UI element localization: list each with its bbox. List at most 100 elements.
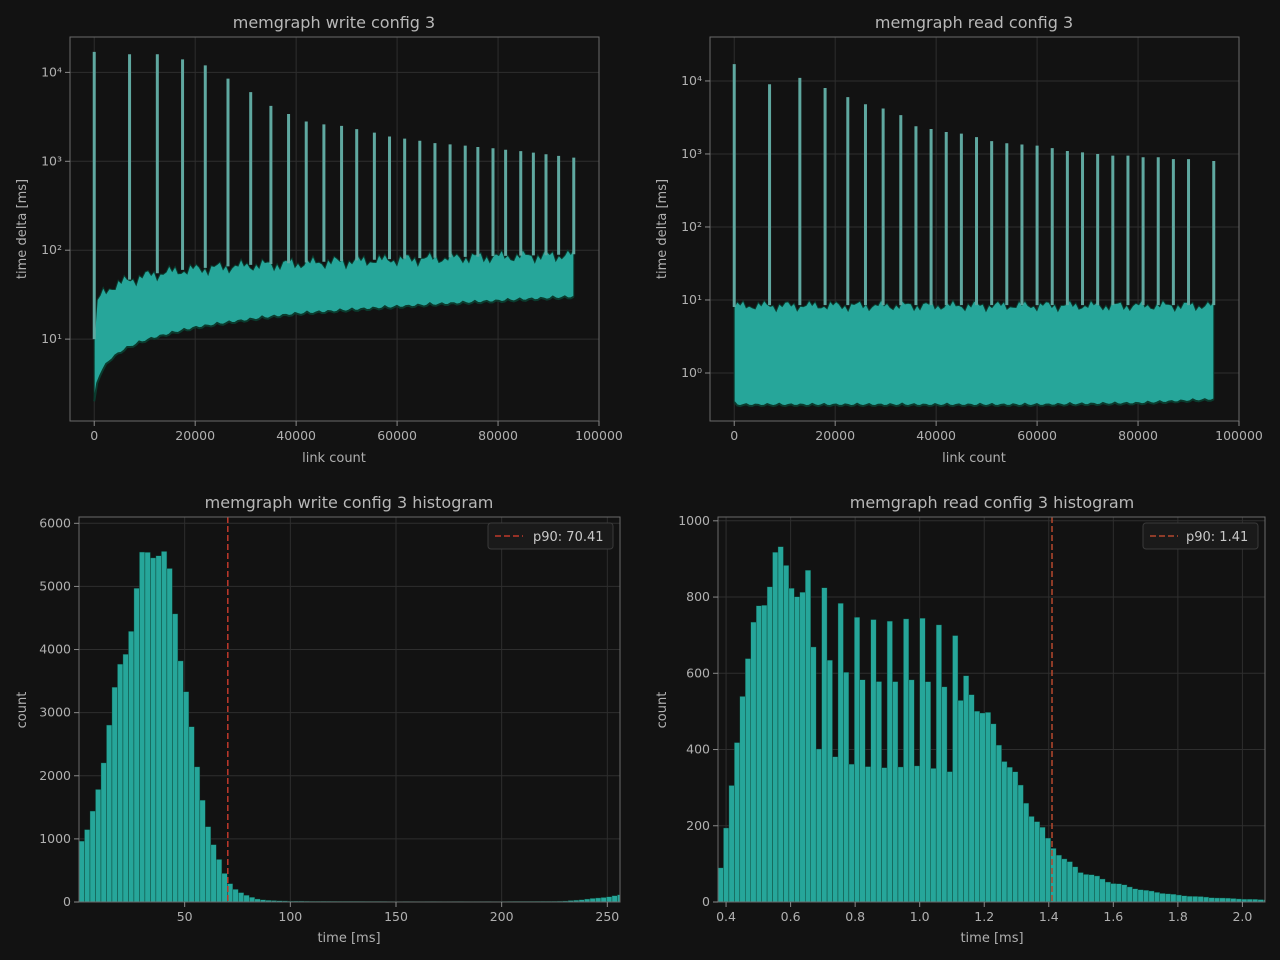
histogram-bar (815, 748, 822, 903)
series-read (732, 64, 1216, 408)
histogram-bar (974, 710, 980, 903)
title-write-histogram: memgraph write config 3 histogram (205, 493, 494, 512)
histogram-bar (1066, 861, 1073, 903)
series-write (92, 51, 576, 402)
histogram-bar (1165, 893, 1171, 903)
histogram-bar (95, 789, 102, 903)
histogram-bar (199, 799, 206, 903)
tick-label-y: 10¹ (41, 331, 62, 346)
histogram-bar (1154, 892, 1160, 903)
bars-read-histogram (717, 517, 1266, 903)
histogram-bar (133, 588, 140, 903)
tick-label-y: 200 (686, 818, 710, 833)
histogram-bar (886, 620, 893, 903)
tick-label-y: 800 (686, 589, 710, 604)
histogram-bar (750, 621, 757, 903)
histogram-bar (1039, 826, 1046, 903)
histogram-bar (854, 617, 860, 903)
histogram-bar (84, 829, 91, 903)
tick-label-y: 10³ (681, 146, 702, 161)
tick-label-x: 60000 (1017, 428, 1057, 443)
histogram-bar (1126, 886, 1133, 903)
tick-label-x: 1.8 (1168, 909, 1188, 924)
histogram-bar (1208, 897, 1215, 903)
ticks-write-histogram: 50 100 150 200 250 0 1000 2000 3000 4000 5000 6000 (39, 515, 619, 924)
histogram-bar (826, 659, 833, 903)
tick-label-y: 10⁴ (681, 73, 702, 88)
histogram-bar (810, 646, 817, 903)
histogram-bar (155, 555, 162, 903)
tick-label-x: 50 (177, 909, 193, 924)
tick-label-y: 5000 (39, 578, 71, 593)
histogram-bar (739, 696, 746, 903)
histogram-bar (1175, 894, 1182, 903)
tick-label-x: 1.0 (910, 909, 930, 924)
ticks-read-histogram: 0.4 0.6 0.8 1.0 1.2 1.4 1.6 1.8 2.0 0 200 400 600 800… (678, 513, 1252, 924)
tick-label-x: 150 (384, 909, 408, 924)
tick-label-y: 10² (681, 219, 702, 234)
histogram-bar (216, 859, 223, 903)
histogram-bar (89, 810, 96, 903)
histogram-bar (881, 767, 888, 903)
axes-frame-read-histogram (717, 516, 1266, 903)
histogram-bar (1121, 884, 1128, 903)
histogram-bar (766, 586, 773, 903)
tick-label-y: 6000 (39, 515, 71, 530)
histogram-bar (925, 681, 931, 903)
histogram-bar (177, 660, 184, 903)
histogram-bar (150, 557, 157, 903)
histogram-bar (946, 771, 953, 903)
tick-label-y: 0 (63, 894, 71, 909)
histogram-bar (717, 867, 724, 903)
histogram-bar (859, 679, 866, 903)
histogram-bar (1110, 883, 1117, 903)
histogram-bar (1203, 896, 1210, 903)
title-read-histogram: memgraph read config 3 histogram (850, 493, 1134, 512)
series-lower-edge (93, 295, 575, 402)
tick-label-y: 10⁰ (681, 365, 702, 380)
histogram-bar (875, 681, 882, 903)
panel-read-histogram: 0.4 0.6 0.8 1.0 1.2 1.4 1.6 1.8 2.0 0 200 400 600 800… (655, 493, 1266, 946)
tick-label-y: 400 (686, 742, 710, 757)
tick-label-x: 100 (278, 909, 302, 924)
histogram-bar (166, 568, 173, 903)
histogram-bar (1159, 893, 1166, 903)
tick-label-x: 80000 (478, 428, 518, 443)
xlabel-write: link count (302, 451, 366, 466)
histogram-bar (892, 681, 899, 903)
tick-label-x: 60000 (377, 428, 417, 443)
tick-label-x: 0 (90, 428, 98, 443)
histogram-bar (111, 686, 118, 903)
histogram-bar (100, 762, 107, 903)
histogram-bar (870, 619, 877, 903)
histogram-bar (1061, 858, 1068, 903)
histogram-bar (1088, 874, 1095, 903)
histogram-bar (589, 898, 596, 903)
histogram-bar (210, 844, 217, 903)
tick-label-x: 0.4 (716, 909, 736, 924)
legend-label-write-histogram: p90: 70.41 (533, 530, 604, 545)
histogram-bar (1105, 881, 1111, 903)
histogram-bar (941, 686, 948, 903)
tick-label-y: 10² (41, 242, 62, 257)
tick-label-x: 40000 (916, 428, 956, 443)
histogram-bar (794, 596, 800, 903)
histogram-bar (968, 694, 975, 903)
histogram-bar (777, 546, 784, 903)
histogram-bar (1083, 874, 1090, 903)
histogram-bar (117, 663, 124, 903)
tick-label-x: 0 (730, 428, 738, 443)
histogram-bar (990, 723, 997, 903)
histogram-bar (1143, 890, 1150, 903)
histogram-bar (1132, 888, 1139, 903)
histogram-bar (243, 895, 250, 903)
histogram-bar (1214, 897, 1220, 903)
tick-label-x: 100000 (575, 428, 623, 443)
axes-frame-read (709, 36, 1240, 422)
histogram-bar (1181, 895, 1188, 903)
histogram-bar (985, 712, 991, 903)
histogram-bar (161, 551, 168, 903)
legend-read-histogram: p90: 1.41 (1142, 522, 1259, 550)
tick-label-x: 2.0 (1232, 909, 1252, 924)
